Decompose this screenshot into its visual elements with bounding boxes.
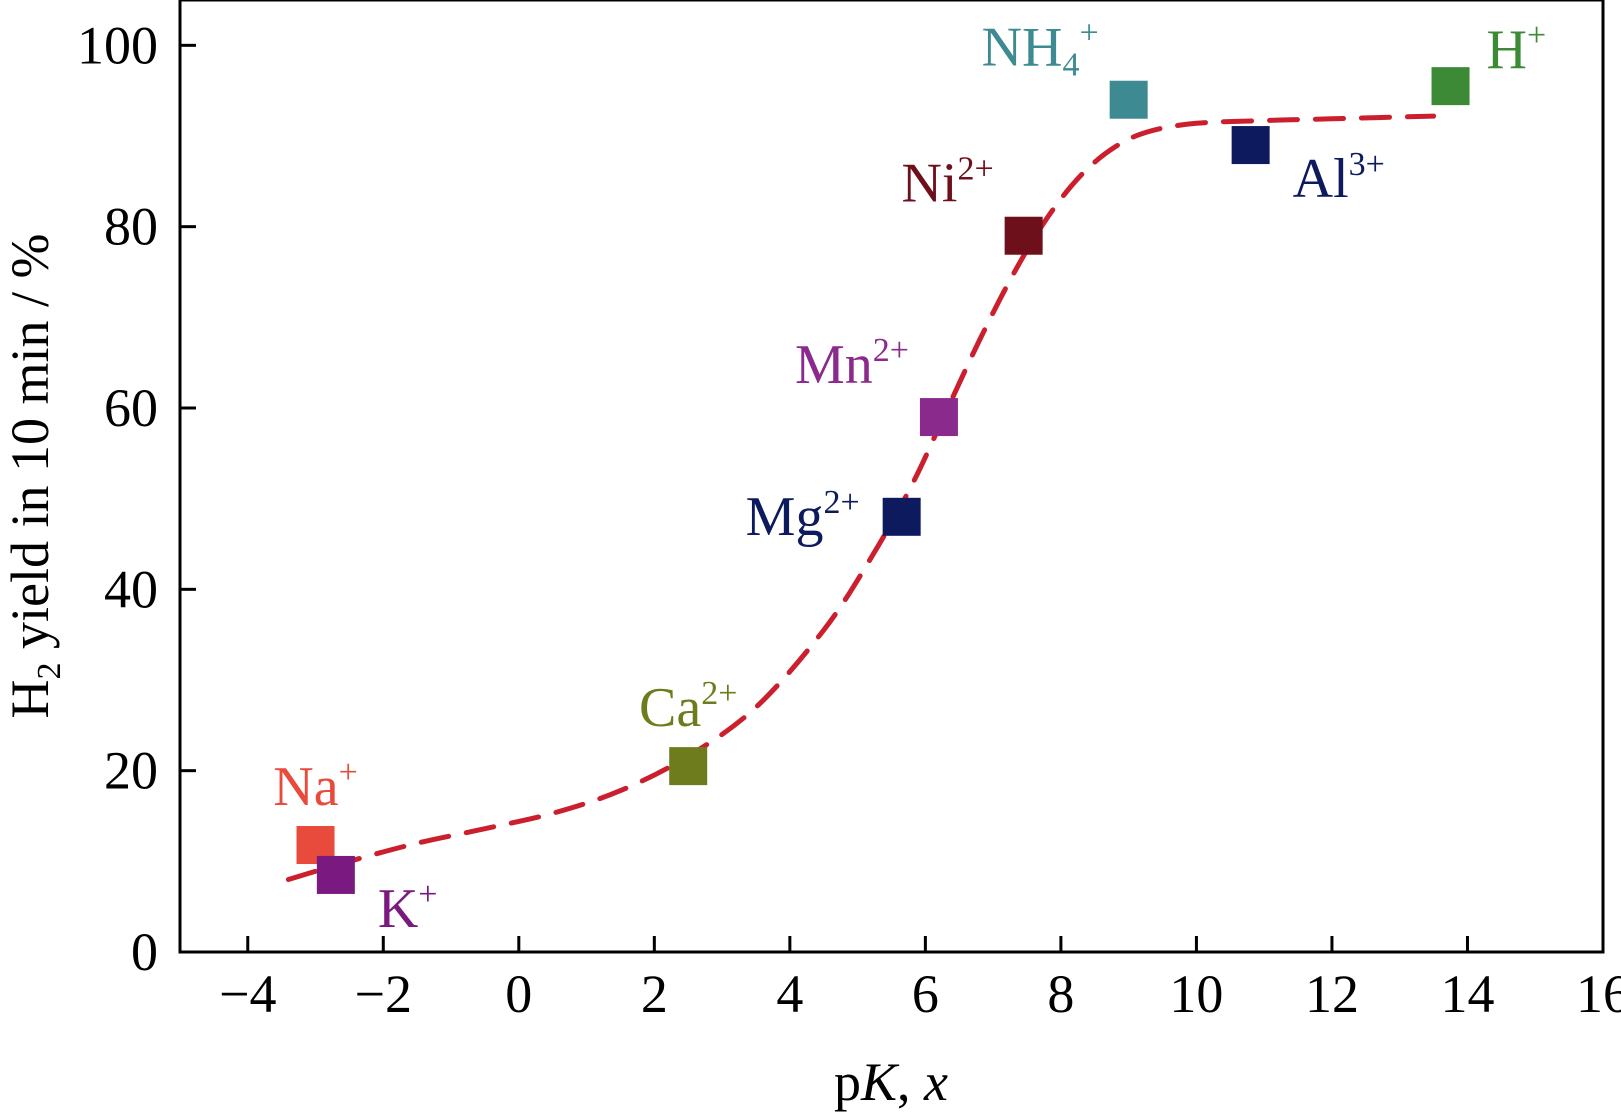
label-nh: NH4+ bbox=[982, 15, 1099, 84]
fit-curve-line bbox=[285, 113, 1437, 882]
x-tick-label: 8 bbox=[1047, 964, 1074, 1024]
point-mn bbox=[919, 398, 958, 437]
y-tick-label: 60 bbox=[104, 378, 158, 438]
data-points bbox=[296, 67, 1470, 894]
x-axis-title: pK, x bbox=[834, 1052, 948, 1112]
y-tick-label: 40 bbox=[104, 559, 158, 619]
y-tick-label: 20 bbox=[104, 741, 158, 801]
y-tick-label: 80 bbox=[104, 197, 158, 257]
y-axis-title: H2 yield in 10 min / % bbox=[0, 234, 68, 719]
label-ni: Ni2+ bbox=[901, 151, 993, 215]
x-tick-label: −4 bbox=[219, 964, 276, 1024]
x-axis: −4 −2 0 2 4 6 8 10 12 14 16 bbox=[219, 936, 1621, 1024]
label-mn: Mn2+ bbox=[795, 332, 909, 396]
point-k bbox=[316, 855, 355, 894]
point-nh bbox=[1109, 80, 1148, 119]
point-ni bbox=[1004, 216, 1043, 255]
label-k: K+ bbox=[378, 876, 438, 940]
x-tick-label: 10 bbox=[1169, 964, 1223, 1024]
label-al: Al3+ bbox=[1293, 146, 1385, 210]
point-labels: Na+ K+ Ca2+ Mg2+ Mn2+ Ni2+ NH4+ Al3+ H+ bbox=[273, 15, 1546, 940]
x-tick-label: 16 bbox=[1576, 964, 1621, 1024]
label-na: Na+ bbox=[273, 754, 357, 818]
x-tick-label: 14 bbox=[1440, 964, 1494, 1024]
y-axis: 0 20 40 60 80 100 bbox=[77, 15, 196, 982]
x-tick-label: 0 bbox=[505, 964, 532, 1024]
point-h bbox=[1431, 67, 1470, 106]
y-tick-label: 0 bbox=[131, 922, 158, 982]
x-tick-label: 4 bbox=[776, 964, 803, 1024]
label-h: H+ bbox=[1487, 17, 1547, 81]
y-tick-label: 100 bbox=[77, 15, 158, 75]
point-mg bbox=[882, 497, 921, 536]
label-mg: Mg2+ bbox=[746, 484, 860, 548]
plot-frame bbox=[178, 0, 1605, 954]
x-tick-label: 6 bbox=[912, 964, 939, 1024]
label-ca: Ca2+ bbox=[639, 675, 737, 739]
x-tick-label: 12 bbox=[1305, 964, 1359, 1024]
x-tick-label: 2 bbox=[641, 964, 668, 1024]
x-tick-label: −2 bbox=[355, 964, 412, 1024]
point-ca bbox=[669, 747, 708, 786]
point-al bbox=[1231, 126, 1270, 165]
